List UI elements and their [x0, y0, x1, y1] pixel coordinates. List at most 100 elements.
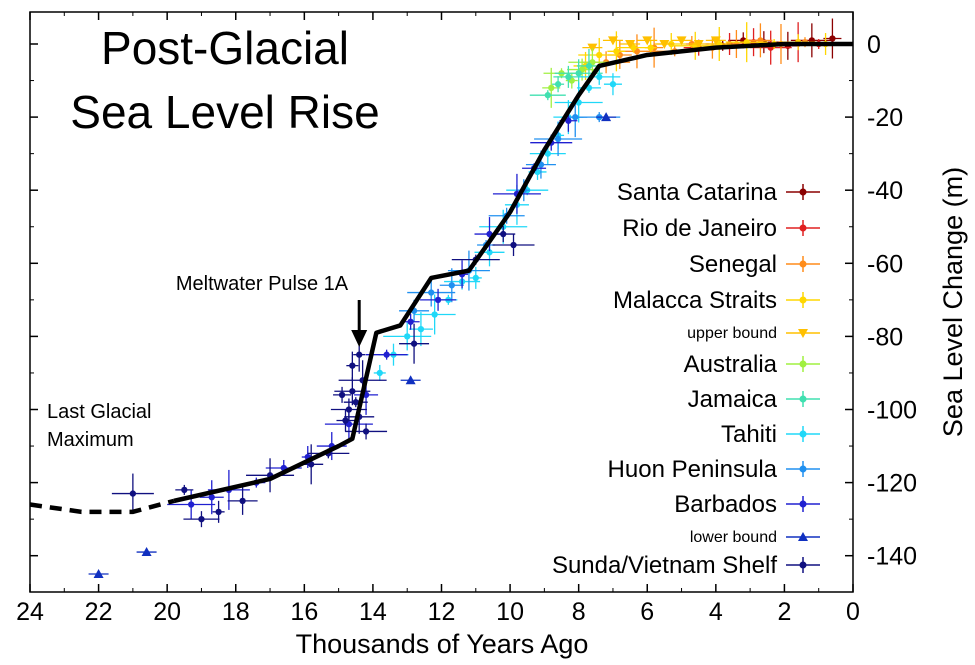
data-point — [405, 375, 416, 385]
x-tick-label: 10 — [496, 598, 524, 626]
legend-label: upper bound — [687, 325, 777, 342]
legend: Santa Catarina Rio de Janeiro Senegal Malac… — [552, 179, 820, 579]
x-tick-label: 14 — [359, 598, 387, 626]
data-point — [676, 36, 687, 46]
legend-marker — [799, 296, 807, 304]
y-tick-label: -80 — [867, 323, 903, 351]
data-point — [500, 230, 507, 238]
data-point — [486, 249, 493, 256]
x-tick-label: 20 — [153, 598, 181, 626]
y-tick-label: -100 — [867, 397, 917, 425]
data-point — [575, 70, 582, 77]
data-point — [544, 92, 551, 99]
data-point — [129, 490, 137, 497]
data-point — [829, 35, 836, 42]
chart-title-line-1: Post-Glacial — [101, 22, 349, 74]
y-axis-ticks: 0 -20 -40 -60 -80 -100 -120 -140 — [30, 31, 917, 571]
data-point — [345, 406, 353, 413]
legend-label: Barbados — [674, 491, 777, 518]
legend-entry: Barbados — [674, 491, 820, 518]
legend-marker — [799, 260, 807, 268]
data-point — [362, 428, 370, 435]
data-point — [428, 289, 435, 296]
series-tahiti — [373, 68, 622, 381]
x-tick-label: 0 — [846, 598, 860, 626]
x-tick-label: 18 — [222, 598, 250, 626]
x-tick-label: 4 — [709, 598, 723, 626]
legend-marker — [799, 465, 807, 473]
data-point — [198, 516, 205, 523]
legend-marker — [799, 224, 807, 232]
data-point — [215, 508, 222, 515]
data-point — [349, 388, 356, 395]
legend-entry: lower bound — [690, 529, 820, 546]
data-point — [352, 399, 359, 406]
x-tick-label: 6 — [640, 598, 654, 626]
data-point — [356, 351, 363, 358]
annotation-lgm-line-2: Maximum — [47, 429, 134, 451]
data-point — [188, 501, 195, 508]
y-axis-label: Sea Level Change (m) — [938, 167, 968, 437]
legend-label: Senegal — [689, 251, 777, 278]
data-point — [431, 311, 438, 318]
legend-entry: Rio de Janeiro — [622, 215, 820, 242]
data-point — [554, 135, 562, 143]
data-point — [308, 461, 315, 468]
data-point — [342, 417, 349, 424]
legend-label: Jamaica — [688, 386, 778, 413]
legend-entry: upper bound — [687, 325, 820, 342]
data-point — [349, 362, 356, 369]
data-point — [693, 40, 704, 49]
data-point — [587, 43, 598, 53]
data-point — [642, 36, 653, 46]
data-point — [630, 44, 637, 51]
y-tick-label: -60 — [867, 250, 903, 278]
data-point — [647, 44, 654, 51]
legend-entry: Huon Peninsula — [608, 456, 820, 483]
arrow-down-icon — [351, 330, 368, 347]
legend-label: lower bound — [690, 529, 777, 546]
legend-entry: Sunda/Vietnam Shelf — [552, 552, 820, 579]
x-tick-label: 16 — [290, 598, 318, 626]
legend-entry: Tahiti — [721, 421, 820, 448]
legend-label: Sunda/Vietnam Shelf — [552, 552, 777, 579]
x-tick-label: 2 — [777, 598, 791, 626]
legend-entry: Jamaica — [688, 386, 820, 413]
x-tick-label: 24 — [16, 598, 44, 626]
legend-entry: Senegal — [689, 251, 820, 278]
trend-line — [29, 41, 853, 515]
legend-entry: Santa Catarina — [617, 179, 820, 206]
legend-marker — [799, 360, 807, 368]
annotation-meltwater-pulse: Meltwater Pulse 1A — [176, 273, 349, 295]
data-point — [376, 369, 383, 377]
data-point — [239, 497, 246, 505]
legend-marker — [799, 500, 807, 508]
data-point — [659, 40, 670, 49]
data-point — [93, 568, 104, 578]
y-tick-label: -120 — [867, 470, 917, 498]
legend-marker — [799, 430, 807, 438]
data-point — [404, 333, 411, 340]
legend-marker — [799, 561, 807, 569]
data-point — [208, 494, 215, 501]
legend-entry: Australia — [684, 351, 820, 378]
x-tick-label: 8 — [572, 598, 586, 626]
data-point — [596, 73, 603, 81]
data-point — [565, 73, 572, 81]
data-point — [417, 325, 425, 333]
data-point — [548, 84, 555, 92]
x-tick-label: 12 — [428, 598, 456, 626]
data-point — [338, 391, 346, 399]
data-point — [448, 282, 455, 289]
annotations: Meltwater Pulse 1A Last Glacial Maximum — [47, 273, 368, 451]
data-point — [625, 40, 636, 49]
data-point — [601, 112, 612, 122]
legend-marker — [799, 188, 807, 196]
legend-label: Tahiti — [721, 421, 777, 448]
data-point — [613, 48, 620, 55]
series-upper-bound — [582, 36, 726, 53]
x-tick-label: 22 — [85, 598, 113, 626]
data-point — [585, 62, 593, 70]
data-point — [544, 150, 551, 157]
